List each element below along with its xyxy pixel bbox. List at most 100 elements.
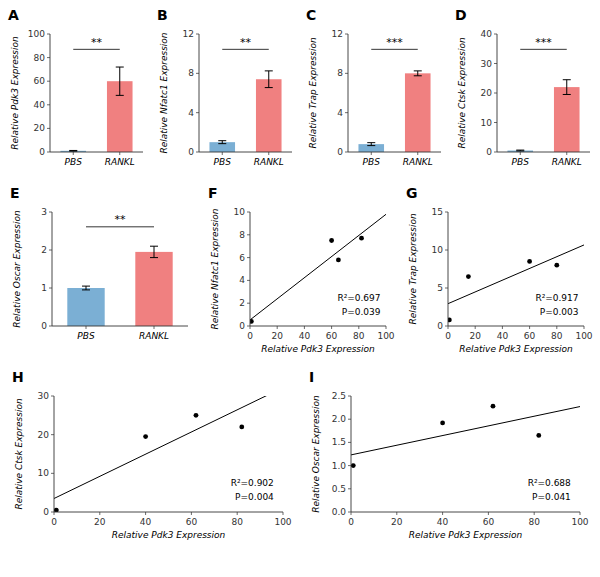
x-axis-line (348, 152, 441, 153)
x-tick-label: 100 (571, 517, 588, 527)
y-tick-label: 10 (481, 118, 493, 128)
y-axis-label: Relative Nfatc1 Expression (210, 208, 220, 329)
panel-label: G (406, 185, 418, 201)
panel: D010203040Relative Ctsk ExpressionPBSRAN… (455, 7, 590, 167)
plot-area (448, 245, 584, 322)
y-tick-label: 3 (41, 207, 47, 217)
stat-annotation: R²=0.917 (535, 293, 578, 303)
y-tick-label: 4 (239, 275, 245, 285)
x-tick (250, 326, 251, 329)
panel: C04812Relative Trap ExpressionPBSRANKL**… (306, 7, 441, 167)
panel-label: D (455, 7, 467, 23)
x-axis-label: Relative Pdk3 Expression (261, 344, 375, 354)
x-tick-label: 0 (51, 517, 57, 527)
y-axis-label: Relative Ctsk Expression (14, 398, 24, 509)
point (448, 318, 452, 323)
x-tick-label: 80 (231, 517, 243, 527)
y-tick-label: 1.5 (332, 437, 346, 447)
y-axis-line (497, 34, 498, 152)
x-axis-line (497, 152, 590, 153)
plot-area (67, 246, 172, 326)
y-tick-label: 100 (28, 29, 45, 39)
panel-label: A (8, 7, 19, 23)
y-axis-label: Relative Nfatc1 Expression (159, 32, 169, 153)
x-tick (358, 326, 359, 329)
y-axis-label: Relative Trap Expression (308, 37, 318, 148)
x-tick-label: 80 (528, 517, 540, 527)
y-tick-label: 10 (38, 468, 50, 478)
significance-bracket (520, 49, 567, 50)
point (491, 404, 496, 409)
y-axis-line (199, 34, 200, 152)
x-axis-line (448, 326, 584, 327)
regression-line (351, 407, 580, 455)
y-tick-label: 40 (34, 100, 46, 110)
y-tick-label: 0 (41, 321, 47, 331)
plot-area (358, 71, 430, 152)
x-tick-label: RANKL (105, 157, 135, 167)
significance-bracket (222, 49, 269, 50)
y-tick-label: 30 (481, 59, 493, 69)
x-tick (584, 326, 585, 329)
x-axis-line (52, 326, 188, 327)
y-tick-label: 0 (337, 147, 343, 157)
point (194, 413, 199, 418)
y-tick-label: 5 (437, 283, 443, 293)
panel: I0.00.51.01.52.02.5Relative Oscar Expres… (309, 369, 589, 540)
y-tick-label: 2 (41, 245, 47, 255)
y-tick-label: 80 (34, 53, 46, 63)
x-axis-label: Relative Pdk3 Expression (409, 530, 523, 540)
significance-label: *** (386, 36, 403, 49)
y-tick-label: 60 (34, 76, 46, 86)
error-bar (563, 80, 571, 95)
x-tick (304, 326, 305, 329)
significance-label: ** (91, 36, 103, 49)
bar (135, 252, 172, 326)
x-tick-label: 0 (445, 331, 451, 341)
y-tick-label: 20 (34, 123, 46, 133)
x-axis-label: Relative Pdk3 Expression (112, 530, 226, 540)
point (440, 421, 445, 426)
y-tick-label: 8 (239, 230, 245, 240)
stat-annotation: P=0.041 (532, 492, 571, 502)
x-tick-label: 20 (94, 517, 106, 527)
plot-area (54, 396, 283, 512)
stat-annotation: R²=0.688 (528, 478, 571, 488)
x-tick-label: 60 (524, 331, 536, 341)
x-tick (556, 326, 557, 329)
x-tick (277, 326, 278, 329)
x-tick (502, 326, 503, 329)
x-tick-label: 20 (469, 331, 481, 341)
y-tick-label: 0.5 (332, 484, 346, 494)
y-tick-label: 6 (239, 253, 245, 263)
y-tick-label: 0 (486, 147, 492, 157)
y-tick-label: 2.0 (332, 414, 347, 424)
panel-label: B (157, 7, 168, 23)
y-tick-label: 0 (43, 507, 49, 517)
panel: H0102030Relative Ctsk Expression02040608… (12, 369, 292, 540)
x-tick-label: RANKL (139, 331, 169, 341)
error-bar (150, 246, 158, 257)
y-axis-line (52, 212, 53, 326)
significance-bracket (86, 226, 154, 227)
plot-area (351, 404, 580, 468)
bar (405, 73, 431, 152)
x-tick-label: PBS (363, 157, 381, 167)
x-tick-label: RANKL (403, 157, 433, 167)
y-tick-label: 12 (332, 29, 343, 39)
point (554, 263, 559, 268)
x-tick (331, 326, 332, 329)
x-tick-label: PBS (512, 157, 530, 167)
bar (256, 79, 282, 152)
error-bar (516, 150, 524, 152)
significance-label: ** (115, 213, 127, 226)
figure: A020406080100Relative Pdk3 ExpressionPBS… (0, 0, 600, 577)
point (239, 425, 244, 430)
x-tick (386, 326, 387, 329)
x-tick-label: 40 (497, 331, 509, 341)
point (143, 434, 148, 439)
stat-annotation: P=0.003 (540, 307, 579, 317)
x-axis-line (250, 326, 386, 327)
panel: E0123Relative Oscar ExpressionPBSRANKL** (10, 185, 188, 341)
x-tick-label: 0 (247, 331, 253, 341)
